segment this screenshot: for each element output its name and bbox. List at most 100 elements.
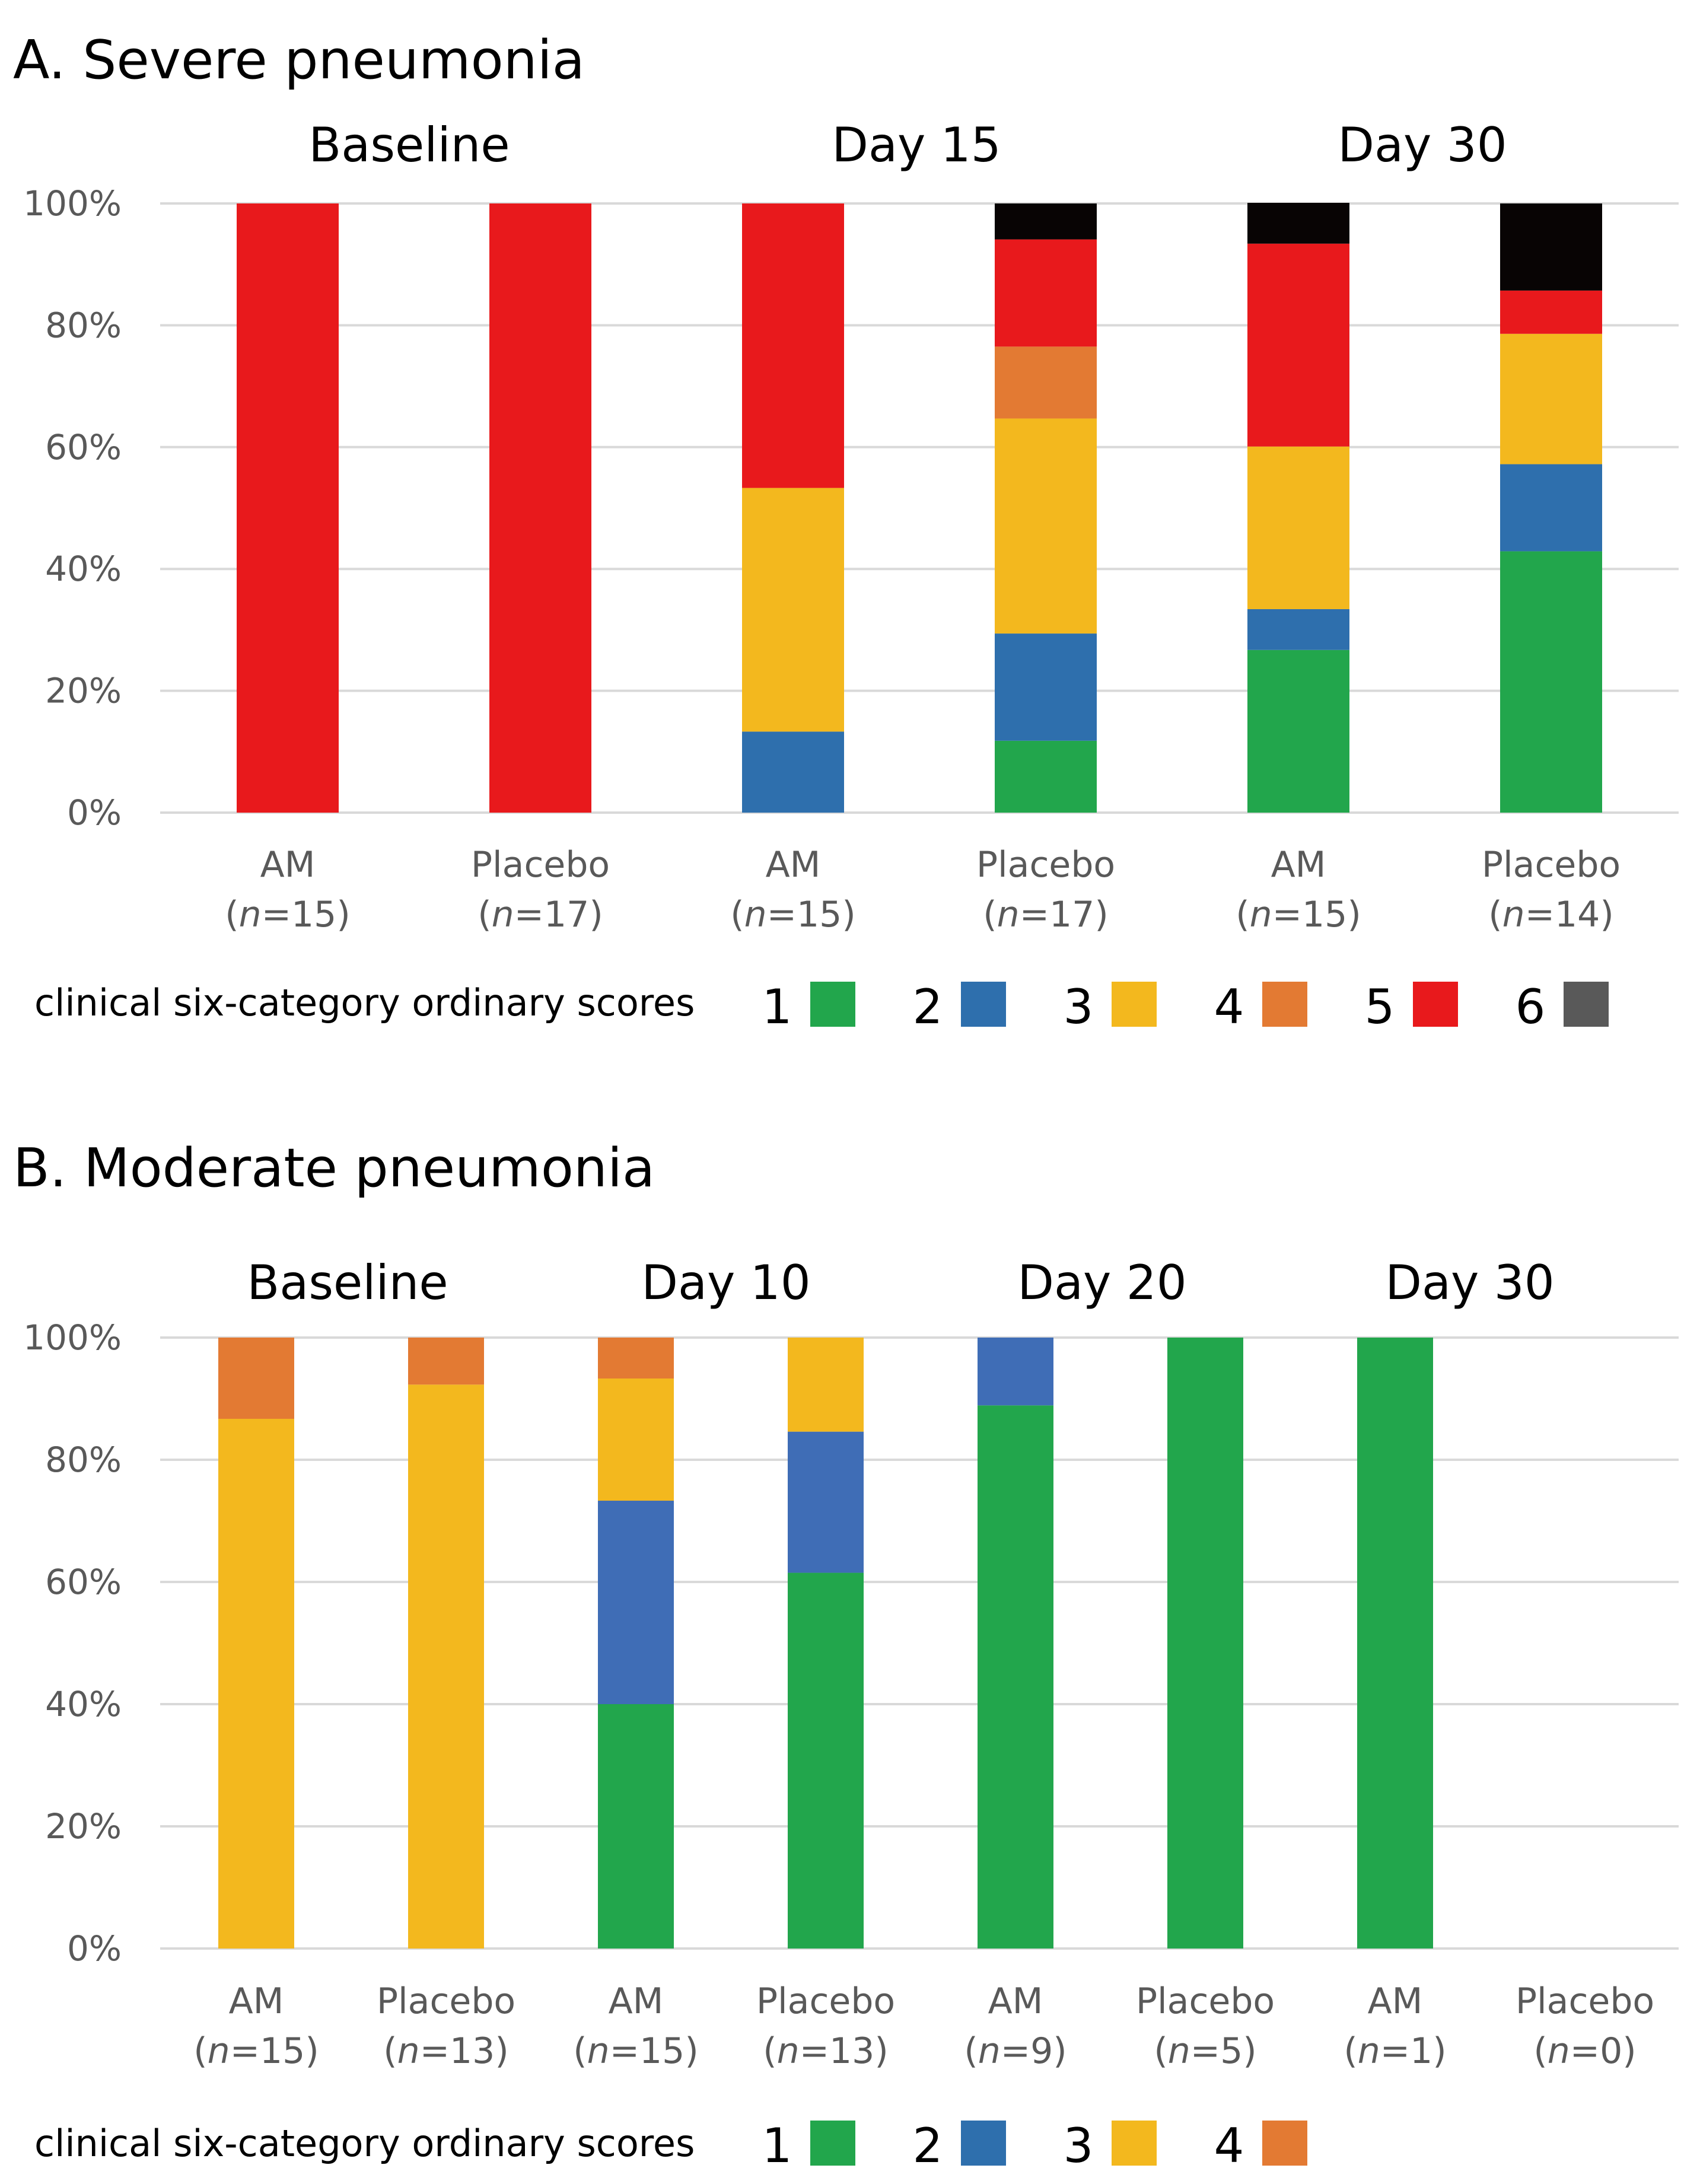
bar-segment-score-3 xyxy=(1500,333,1602,464)
bar-segment-score-5 xyxy=(1500,290,1602,334)
category-n-label: (n=9) xyxy=(964,2030,1067,2072)
panel-b-group-labels: Baseline Day 10 Day 20 Day 30 xyxy=(247,1255,1554,1310)
panel-a-severe-pneumonia: A. Severe pneumonia Baseline Day 15 Day … xyxy=(13,29,1679,1034)
legend-swatch-score-5 xyxy=(1413,982,1458,1027)
category-n-label: (n=17) xyxy=(477,894,603,935)
bar-segment-score-1 xyxy=(788,1572,864,1949)
bar-segment-score-3 xyxy=(218,1418,294,1949)
bar-segment-score-3 xyxy=(408,1384,484,1949)
category-label: AM xyxy=(1368,1981,1423,2022)
y-tick-label: 100% xyxy=(23,183,122,224)
legend-swatch-score-3 xyxy=(1112,982,1157,1027)
bar-segment-score-1 xyxy=(1357,1338,1433,1949)
panel-b-category-labels: AM (n=15) Placebo (n=13) AM (n=15) Placebo (n=1… xyxy=(193,1981,1654,2072)
bar-segment-score-1 xyxy=(1167,1338,1243,1949)
legend-label-score-4: 4 xyxy=(1214,979,1244,1034)
y-tick-label: 0% xyxy=(67,792,122,833)
legend-label-score-5: 5 xyxy=(1365,979,1395,1034)
legend-label-score-3: 3 xyxy=(1064,979,1094,1034)
category-label: Placebo xyxy=(377,1981,515,2022)
category-n-label: (n=5) xyxy=(1154,2030,1256,2072)
bar-segment-score-4 xyxy=(218,1338,294,1419)
category-label: Placebo xyxy=(976,844,1115,886)
panel-a-bars xyxy=(237,202,1602,813)
bar-segment-score-2 xyxy=(1247,609,1349,650)
y-tick-label: 20% xyxy=(45,1806,122,1846)
legend-label-score-4: 4 xyxy=(1214,2118,1244,2173)
bar-segment-score-2 xyxy=(1500,464,1602,552)
bar-segment-score-3 xyxy=(1247,446,1349,609)
legend-label-score-2: 2 xyxy=(913,2118,943,2173)
legend-swatch-score-6 xyxy=(1564,982,1609,1027)
legend-title: clinical six-category ordinary scores xyxy=(34,2122,695,2165)
bar-segment-score-2 xyxy=(598,1501,674,1704)
category-label: Placebo xyxy=(756,1981,895,2022)
bar-segment-score-5 xyxy=(995,239,1097,347)
category-label: AM xyxy=(229,1981,284,2022)
y-tick-label: 60% xyxy=(45,1562,122,1602)
bar-segment-score-5 xyxy=(489,203,591,813)
category-label: AM xyxy=(988,1981,1043,2022)
y-tick-label: 80% xyxy=(45,305,122,345)
category-n-label: (n=15) xyxy=(225,894,350,935)
category-label: Placebo xyxy=(1516,1981,1654,2022)
panel-b-title: B. Moderate pneumonia xyxy=(13,1137,655,1199)
category-label: AM xyxy=(1271,844,1326,886)
group-label-baseline: Baseline xyxy=(308,117,510,173)
bar-segment-score-4 xyxy=(598,1338,674,1379)
category-n-label: (n=13) xyxy=(763,2030,888,2072)
category-n-label: (n=15) xyxy=(193,2030,319,2072)
bar-segment-score-1 xyxy=(1247,650,1349,813)
category-n-label: (n=0) xyxy=(1533,2030,1636,2072)
y-tick-label: 40% xyxy=(45,1684,122,1724)
panel-b-y-gridlines xyxy=(160,1336,1679,1950)
y-tick-label: 0% xyxy=(67,1928,122,1969)
y-tick-label: 60% xyxy=(45,427,122,467)
y-tick-label: 40% xyxy=(45,549,122,589)
category-label: Placebo xyxy=(1136,1981,1275,2022)
category-n-label: (n=15) xyxy=(573,2030,698,2072)
bar-segment-score-5 xyxy=(742,203,844,488)
panel-b-bars xyxy=(218,1338,1433,1949)
bar-segment-score-3 xyxy=(788,1338,864,1432)
legend-swatch-score-2 xyxy=(961,2121,1006,2166)
category-label: AM xyxy=(260,844,316,886)
panel-a-legend: clinical six-category ordinary scores 1 2… xyxy=(34,979,1609,1034)
legend-swatch-score-1 xyxy=(810,2121,855,2166)
panel-b-y-tick-labels: 0% 20% 40% 60% 80% 100% xyxy=(23,1317,122,1969)
category-n-label: (n=1) xyxy=(1344,2030,1446,2072)
category-label: Placebo xyxy=(471,844,610,886)
group-label-baseline: Baseline xyxy=(247,1255,448,1310)
bar-segment-score-6 xyxy=(1247,202,1349,244)
category-n-label: (n=15) xyxy=(1236,894,1361,935)
bar-segment-score-3 xyxy=(995,418,1097,634)
category-label: AM xyxy=(609,1981,664,2022)
bar-segment-score-3 xyxy=(742,488,844,732)
category-n-label: (n=15) xyxy=(730,894,855,935)
bar-segment-score-1 xyxy=(1500,551,1602,813)
panel-a-y-tick-labels: 0% 20% 40% 60% 80% 100% xyxy=(23,183,122,833)
legend-label-score-1: 1 xyxy=(762,2118,792,2173)
legend-title: clinical six-category ordinary scores xyxy=(34,981,695,1024)
category-label: AM xyxy=(766,844,821,886)
group-label-day-15: Day 15 xyxy=(832,117,1001,173)
legend-label-score-6: 6 xyxy=(1516,979,1546,1034)
category-n-label: (n=13) xyxy=(383,2030,508,2072)
category-n-label: (n=17) xyxy=(983,894,1108,935)
legend-label-score-3: 3 xyxy=(1064,2118,1094,2173)
legend-label-score-1: 1 xyxy=(762,979,792,1034)
bar-segment-score-6 xyxy=(995,203,1097,240)
legend-label-score-2: 2 xyxy=(913,979,943,1034)
legend-swatch-score-2 xyxy=(961,982,1006,1027)
legend-swatch-score-3 xyxy=(1112,2121,1157,2166)
bar-segment-score-4 xyxy=(995,346,1097,419)
category-label: Placebo xyxy=(1482,844,1621,886)
group-label-day-30: Day 30 xyxy=(1338,117,1507,173)
bar-segment-score-2 xyxy=(788,1431,864,1573)
category-n-label: (n=14) xyxy=(1488,894,1613,935)
y-tick-label: 80% xyxy=(45,1440,122,1480)
group-label-day-10: Day 10 xyxy=(641,1255,810,1310)
bar-segment-score-1 xyxy=(978,1405,1053,1949)
panel-a-title: A. Severe pneumonia xyxy=(13,29,585,91)
